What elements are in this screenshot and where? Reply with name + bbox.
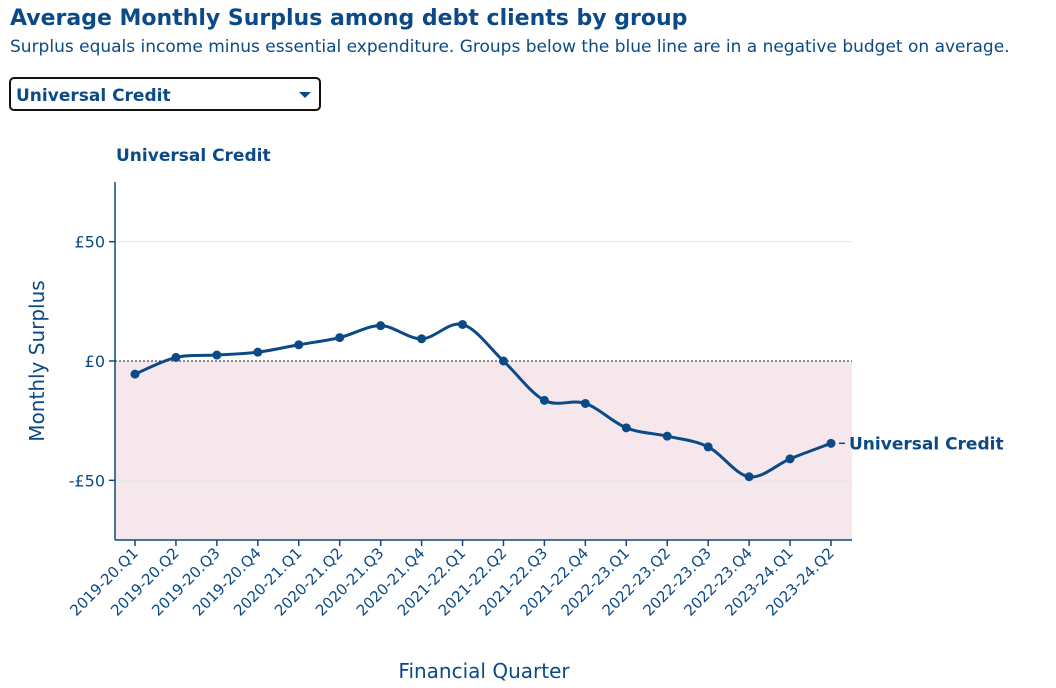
data-point <box>253 347 263 357</box>
group-select[interactable]: Universal Credit <box>9 77 321 111</box>
data-point <box>580 398 590 408</box>
data-point <box>621 423 631 433</box>
series-end-label: Universal Credit <box>849 434 1004 454</box>
data-point <box>417 334 427 344</box>
data-point <box>662 431 672 441</box>
chevron-down-icon <box>299 92 311 98</box>
data-point <box>130 369 140 379</box>
y-tick-label: £0 <box>85 352 105 371</box>
data-point <box>294 340 304 350</box>
page-subtitle: Surplus equals income minus essential ex… <box>10 37 1010 57</box>
data-point <box>826 438 836 448</box>
data-point <box>335 333 345 343</box>
y-tick-label: -£50 <box>69 471 105 490</box>
y-axis-title: Monthly Surplus <box>25 280 49 441</box>
page-title: Average Monthly Surplus among debt clien… <box>10 6 688 31</box>
chart-title: Universal Credit <box>116 146 271 166</box>
data-point <box>212 350 222 360</box>
data-point <box>744 472 754 482</box>
negative-budget-region <box>115 361 852 540</box>
x-axis-title: Financial Quarter <box>398 659 570 683</box>
data-point <box>539 395 549 405</box>
data-point <box>171 352 181 362</box>
data-point <box>458 319 468 329</box>
data-point <box>785 454 795 464</box>
data-point <box>498 356 508 366</box>
group-select-value: Universal Credit <box>16 86 171 106</box>
y-tick-label: £50 <box>74 233 105 252</box>
data-point <box>703 442 713 452</box>
data-point <box>376 321 386 331</box>
